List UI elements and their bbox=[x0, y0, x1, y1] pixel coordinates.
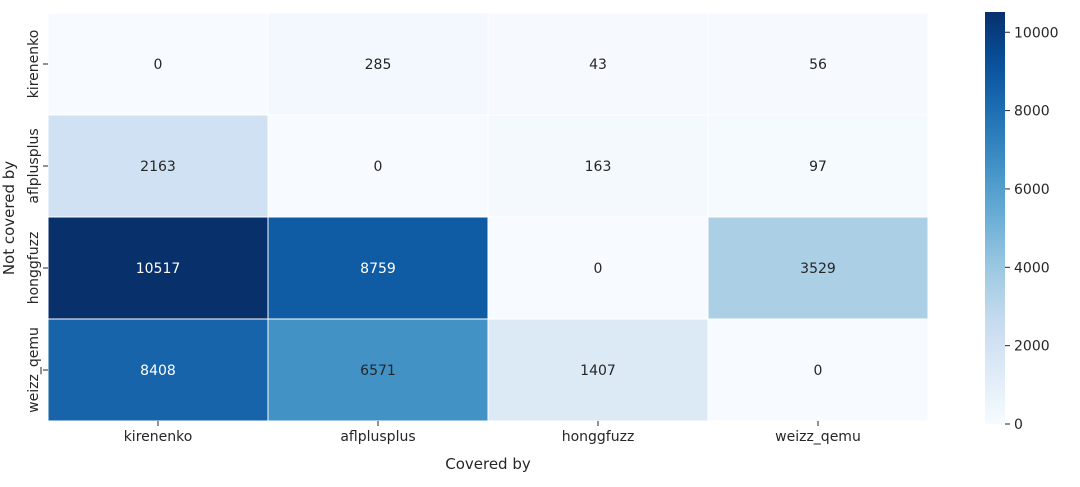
cell-value-label: 56 bbox=[809, 57, 827, 73]
cell-value-label: 0 bbox=[814, 363, 823, 379]
cell-value-label: 0 bbox=[594, 261, 603, 277]
cell-value-label: 2163 bbox=[140, 159, 176, 175]
cell-value-label: 43 bbox=[589, 57, 607, 73]
y-axis: kirenenko aflplusplus honggfuzz weizz_qemu bbox=[26, 30, 48, 413]
colorbar-tick-label: 10000 bbox=[1014, 25, 1059, 41]
x-tick-label: aflplusplus bbox=[340, 429, 415, 445]
colorbar-tick-label: 0 bbox=[1014, 417, 1023, 433]
heatmap-cell bbox=[47, 318, 269, 422]
colorbar-tick-label: 2000 bbox=[1014, 339, 1050, 355]
colorbar-gradient bbox=[985, 12, 1005, 424]
heatmap-cell bbox=[267, 114, 489, 218]
cell-value-label: 97 bbox=[809, 159, 827, 175]
cell-value-label: 285 bbox=[365, 57, 392, 73]
y-tick-label: honggfuzz bbox=[26, 232, 42, 305]
y-tick-label: kirenenko bbox=[26, 30, 42, 99]
x-tick-label: weizz_qemu bbox=[775, 429, 861, 445]
heatmap-cell bbox=[707, 114, 929, 218]
heatmap-cell bbox=[47, 12, 269, 116]
x-axis-label: Covered by bbox=[445, 455, 531, 473]
colorbar-tick-label: 6000 bbox=[1014, 182, 1050, 198]
cell-value-label: 0 bbox=[374, 159, 383, 175]
colorbar: 0 2000 4000 6000 8000 10000 bbox=[985, 12, 1059, 433]
y-tick-label: weizz_qemu bbox=[26, 327, 42, 413]
heatmap-cell bbox=[487, 12, 709, 116]
cell-value-label: 8408 bbox=[140, 363, 176, 379]
heatmap-cell bbox=[707, 216, 929, 320]
heatmap-cell bbox=[707, 318, 929, 422]
heatmap-cell bbox=[267, 318, 489, 422]
heatmap-cell bbox=[487, 318, 709, 422]
cell-value-label: 6571 bbox=[360, 363, 396, 379]
y-axis-label: Not covered by bbox=[0, 161, 18, 275]
cell-value-label: 10517 bbox=[136, 261, 181, 277]
heatmap-cells: 0 285 43 56 2163 0 163 97 10517 8759 0 3529 8408 6571… bbox=[47, 12, 929, 422]
x-tick-label: kirenenko bbox=[124, 429, 193, 445]
cell-value-label: 1407 bbox=[580, 363, 616, 379]
x-axis: kirenenko aflplusplus honggfuzz weizz_qemu bbox=[124, 421, 861, 445]
cell-value-label: 3529 bbox=[800, 261, 836, 277]
cell-value-label: 8759 bbox=[360, 261, 396, 277]
y-tick-label: aflplusplus bbox=[26, 128, 42, 203]
heatmap-cell bbox=[267, 216, 489, 320]
heatmap-cell bbox=[707, 12, 929, 116]
heatmap-cell bbox=[267, 12, 489, 116]
cell-value-label: 163 bbox=[585, 159, 612, 175]
heatmap-cell bbox=[47, 114, 269, 218]
cell-value-label: 0 bbox=[154, 57, 163, 73]
colorbar-tick-label: 4000 bbox=[1014, 260, 1050, 276]
x-tick-label: honggfuzz bbox=[562, 429, 635, 445]
colorbar-tick-label: 8000 bbox=[1014, 104, 1050, 120]
